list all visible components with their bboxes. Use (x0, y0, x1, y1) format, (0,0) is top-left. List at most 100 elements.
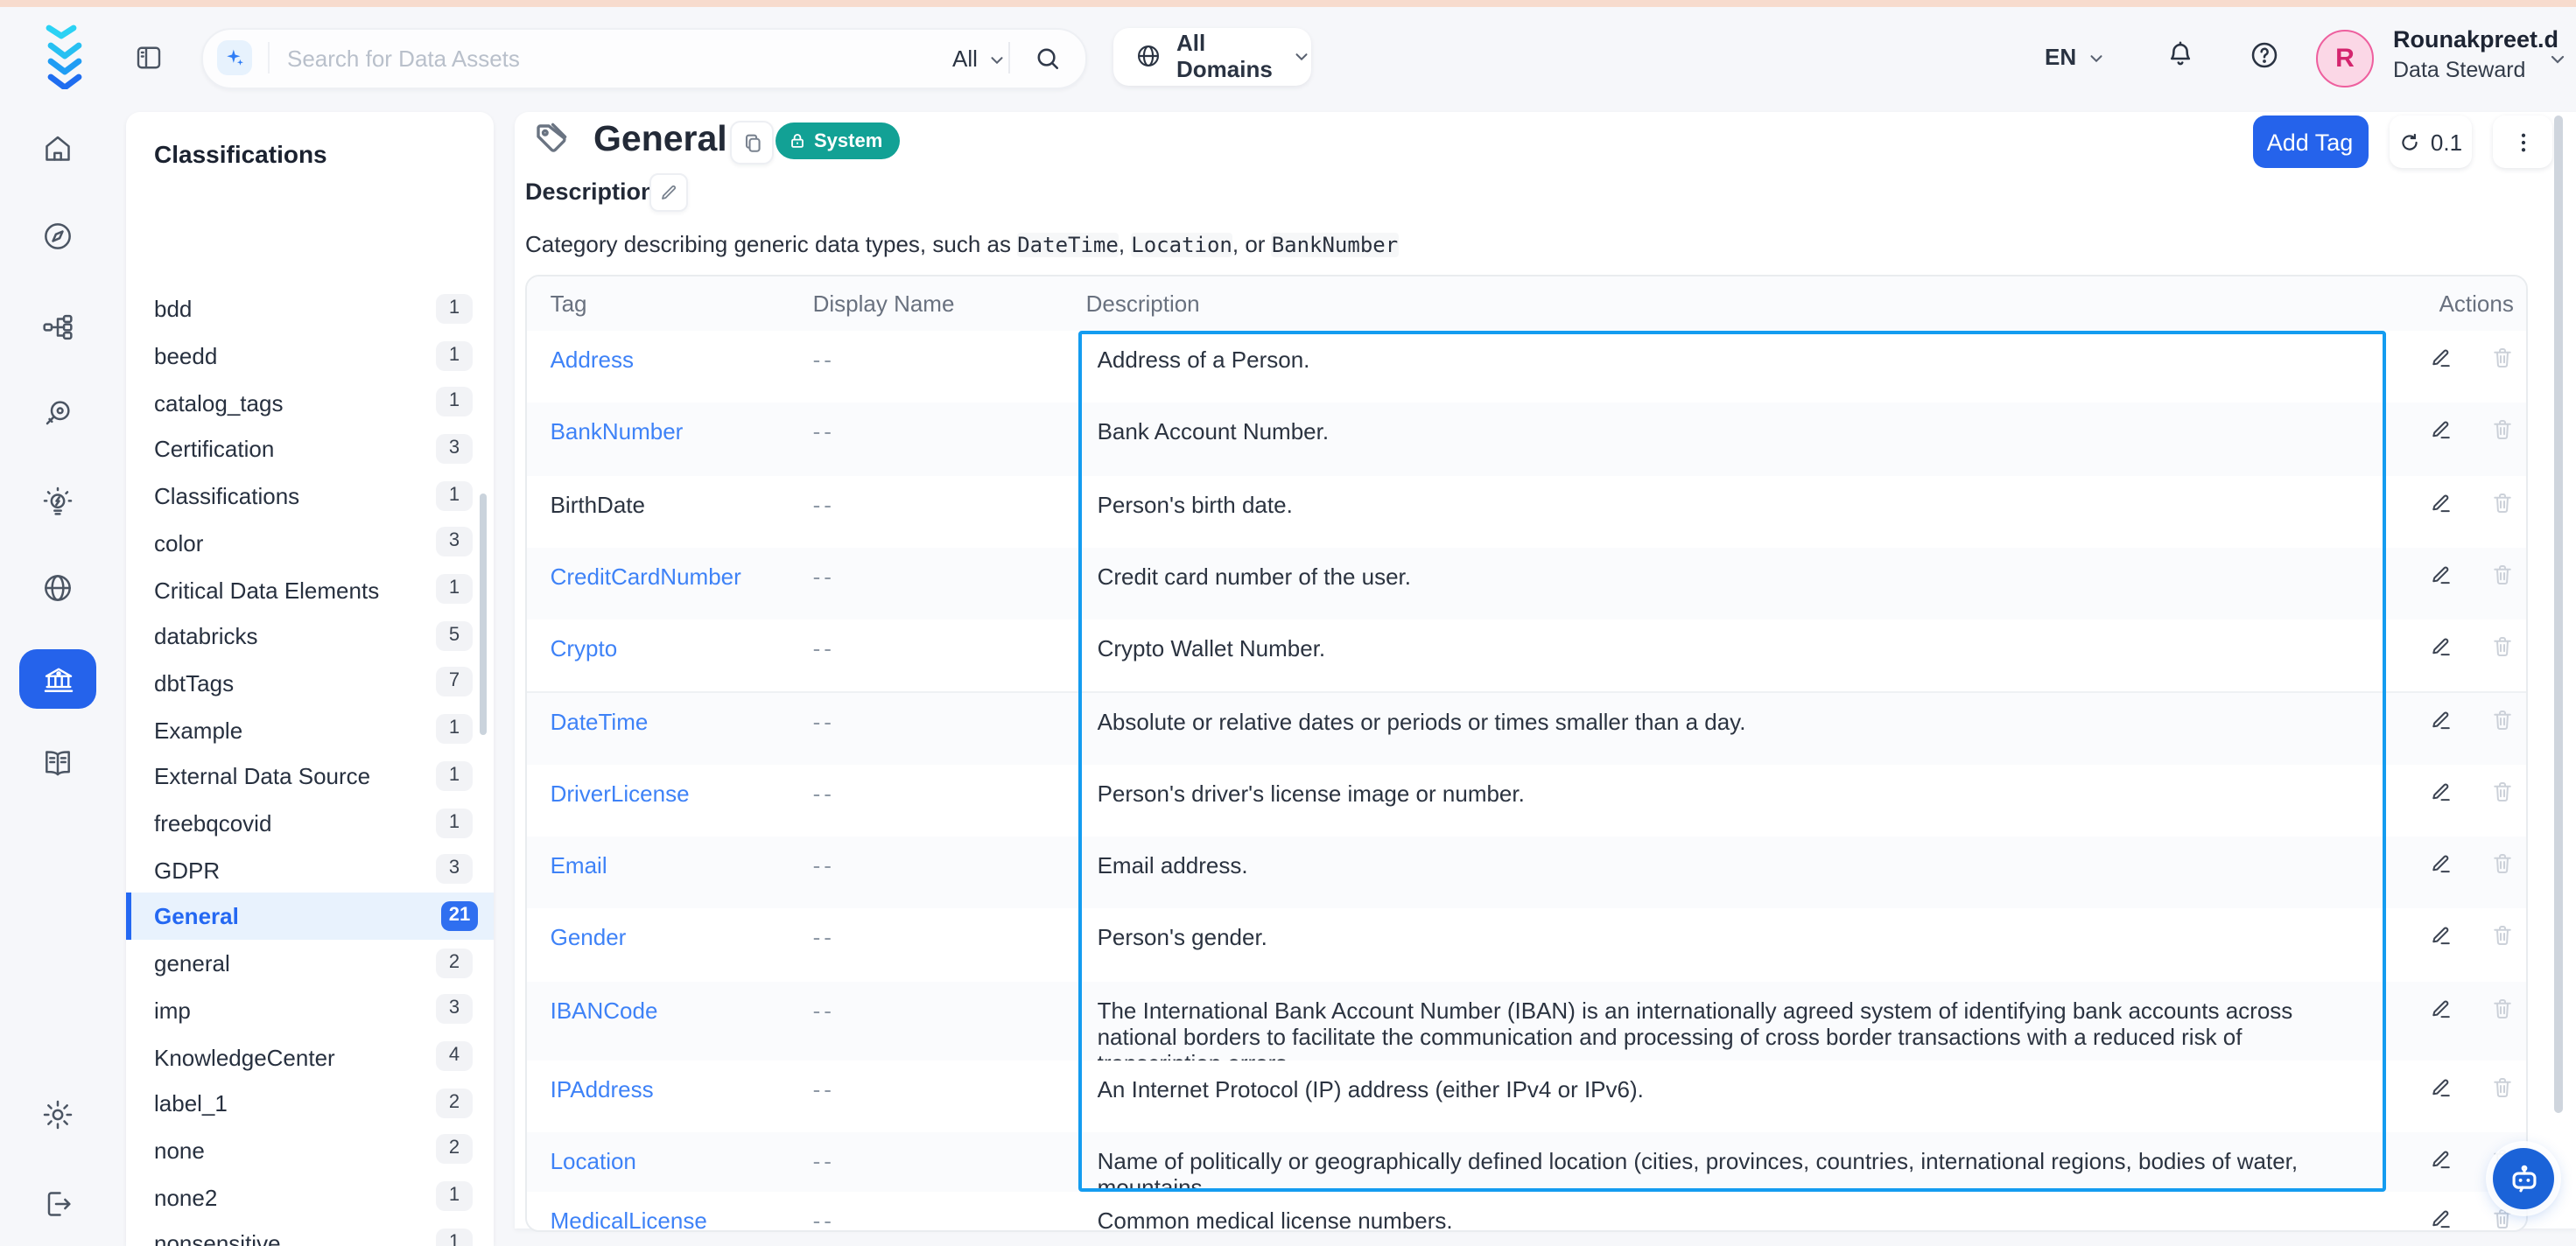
compass-icon (40, 219, 75, 254)
pencil-icon[interactable] (649, 173, 688, 212)
sidebar-item-color[interactable]: color3 (126, 520, 494, 566)
sidebar-item-freebqcovid[interactable]: freebqcovid1 (126, 800, 494, 846)
rail-item-insights[interactable] (40, 485, 75, 520)
kebab-menu-icon[interactable] (2493, 116, 2552, 168)
ai-sparkle-icon[interactable] (217, 39, 252, 74)
rail-item-web[interactable] (40, 570, 75, 606)
help-icon[interactable] (2248, 38, 2281, 72)
tag-link[interactable]: Location (551, 1148, 636, 1174)
tag-link[interactable]: Email (551, 852, 607, 878)
user-name[interactable]: Rounakpreet.d (2393, 26, 2558, 52)
sidebar-item-External Data Source[interactable]: External Data Source1 (126, 753, 494, 800)
trash-icon[interactable] (2490, 345, 2518, 373)
sidebar-item-Certification[interactable]: Certification3 (126, 426, 494, 472)
pencil-icon[interactable] (2429, 706, 2457, 734)
sidebar-item-catalog_tags[interactable]: catalog_tags1 (126, 379, 494, 425)
rail-item-observe[interactable] (40, 396, 75, 430)
sidebar-item-GDPR[interactable]: GDPR3 (126, 846, 494, 892)
tag-link[interactable]: CreditCardNumber (551, 564, 741, 590)
sidebar-item-Critical Data Elements[interactable]: Critical Data Elements 1 (126, 566, 494, 612)
sidebar-item-KnowledgeCenter[interactable]: KnowledgeCenter4 (126, 1033, 494, 1080)
chevron-down-icon[interactable] (2087, 49, 2106, 68)
language-selector[interactable]: EN (2045, 44, 2076, 70)
domains-dropdown[interactable]: All Domains (1113, 27, 1311, 85)
sidebar-item-general[interactable]: general2 (126, 940, 494, 986)
add-tag-button[interactable]: Add Tag (2252, 116, 2368, 168)
trash-icon[interactable] (2490, 489, 2518, 517)
search-scope-dropdown[interactable]: All (952, 45, 978, 71)
flow-graph-icon (40, 310, 75, 345)
pencil-icon[interactable] (2429, 779, 2457, 807)
main-scrollbar[interactable] (2554, 116, 2563, 1113)
pencil-icon[interactable] (2429, 417, 2457, 445)
tag-link[interactable]: Gender (551, 925, 627, 951)
display-name-value: -- (813, 852, 835, 878)
trash-icon[interactable] (2490, 923, 2518, 951)
trash-icon[interactable] (2490, 562, 2518, 590)
trash-icon[interactable] (2490, 706, 2518, 734)
sidebar-item-bdd[interactable]: bdd1 (126, 286, 494, 332)
search-eye-icon (40, 396, 75, 430)
trash-icon[interactable] (2490, 779, 2518, 807)
bell-icon[interactable] (2164, 38, 2197, 72)
tag-link[interactable]: MedicalLicense (551, 1208, 707, 1232)
pencil-icon[interactable] (2429, 850, 2457, 878)
rail-item-governance[interactable] (19, 649, 96, 709)
rail-item-discover[interactable] (40, 219, 75, 254)
pencil-icon[interactable] (2429, 634, 2457, 662)
sidebar-item-imp[interactable]: imp3 (126, 987, 494, 1033)
pencil-icon[interactable] (2429, 345, 2457, 373)
sidebar-item-none[interactable]: none2 (126, 1127, 494, 1173)
rail-item-lineage[interactable] (40, 310, 75, 345)
trash-icon[interactable] (2490, 634, 2518, 662)
rail-item-home[interactable] (40, 131, 75, 166)
sidebar-item-beedd[interactable]: beedd1 (126, 332, 494, 379)
pencil-icon[interactable] (2429, 1146, 2457, 1174)
chevron-down-icon[interactable] (2547, 49, 2568, 70)
trash-icon[interactable] (2490, 1074, 2518, 1102)
rail-item-logout[interactable] (40, 1186, 75, 1222)
tag-name: BirthDate (551, 491, 645, 517)
classification-label: Certification (154, 437, 274, 463)
pencil-icon[interactable] (2429, 1074, 2457, 1102)
tag-link[interactable]: Address (551, 346, 634, 373)
panel-scrollbar[interactable] (480, 494, 487, 735)
sidebar-item-General[interactable]: General21 (126, 893, 494, 940)
robot-chat-icon[interactable] (2493, 1148, 2554, 1209)
sidebar-item-databricks[interactable]: databricks5 (126, 612, 494, 659)
trash-icon[interactable] (2490, 417, 2518, 445)
search-icon[interactable] (1033, 43, 1063, 73)
pencil-icon[interactable] (2429, 923, 2457, 951)
copy-icon[interactable] (730, 121, 774, 164)
sidebar-item-none2[interactable]: none21 (126, 1173, 494, 1220)
count-badge: 1 (436, 574, 473, 604)
tag-link[interactable]: DateTime (551, 708, 649, 734)
trash-icon[interactable] (2490, 995, 2518, 1023)
classification-label: Critical Data Elements (154, 577, 379, 603)
sidebar-item-label_1[interactable]: label_12 (126, 1080, 494, 1126)
search-input[interactable]: Search for Data Assets (287, 45, 520, 71)
pencil-icon[interactable] (2429, 1206, 2457, 1232)
rail-item-settings[interactable] (40, 1097, 75, 1132)
global-search-bar[interactable]: Search for Data Assets All (201, 27, 1087, 88)
pencil-icon[interactable] (2429, 489, 2457, 517)
version-button[interactable]: 0.1 (2390, 116, 2472, 168)
sidebar-toggle-icon[interactable] (133, 42, 168, 77)
sidebar-item-nonsensitive[interactable]: nonsensitive1 (126, 1221, 494, 1246)
pencil-icon[interactable] (2429, 995, 2457, 1023)
tag-link[interactable]: IBANCode (551, 997, 658, 1023)
tag-link[interactable]: BankNumber (551, 419, 684, 445)
sidebar-item-Classifications[interactable]: Classifications1 (126, 472, 494, 519)
tag-link[interactable]: Crypto (551, 635, 618, 662)
app-logo-icon[interactable] (39, 23, 91, 89)
rail-item-glossary[interactable] (40, 746, 75, 780)
sidebar-item-dbtTags[interactable]: dbtTags7 (126, 660, 494, 706)
tag-link[interactable]: DriverLicense (551, 780, 690, 807)
trash-icon[interactable] (2490, 850, 2518, 878)
tag-link[interactable]: IPAddress (551, 1075, 654, 1102)
avatar[interactable]: R (2316, 29, 2374, 87)
pencil-icon[interactable] (2429, 562, 2457, 590)
sidebar-item-Example[interactable]: Example1 (126, 706, 494, 752)
chevron-down-icon[interactable] (987, 50, 1007, 69)
trash-icon[interactable] (2490, 1206, 2518, 1232)
